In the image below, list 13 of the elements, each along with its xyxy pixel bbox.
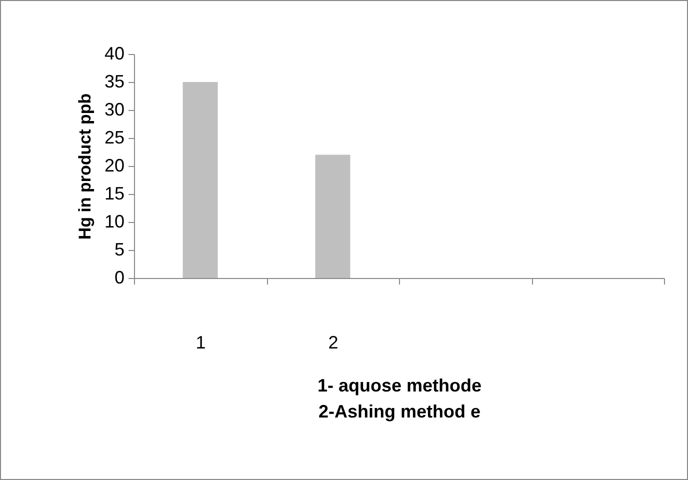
y-tick-label: 25 — [104, 128, 124, 148]
y-tick-label: 5 — [114, 240, 124, 260]
x-axis-title: 1- aquose methode 2-Ashing method e — [317, 376, 482, 422]
y-tick-label: 20 — [104, 156, 124, 176]
x-tick-label: 2 — [328, 332, 338, 352]
y-tick-label: 10 — [104, 212, 124, 232]
y-tick-label: 30 — [104, 100, 124, 120]
y-tick-label: 15 — [104, 184, 124, 204]
x-tick-label: 1 — [196, 332, 206, 352]
y-tick-label: 40 — [104, 44, 124, 64]
y-tick-label: 0 — [114, 268, 124, 288]
y-tick-label: 35 — [104, 72, 124, 92]
y-axis-title: Hg in product ppb — [75, 93, 94, 240]
